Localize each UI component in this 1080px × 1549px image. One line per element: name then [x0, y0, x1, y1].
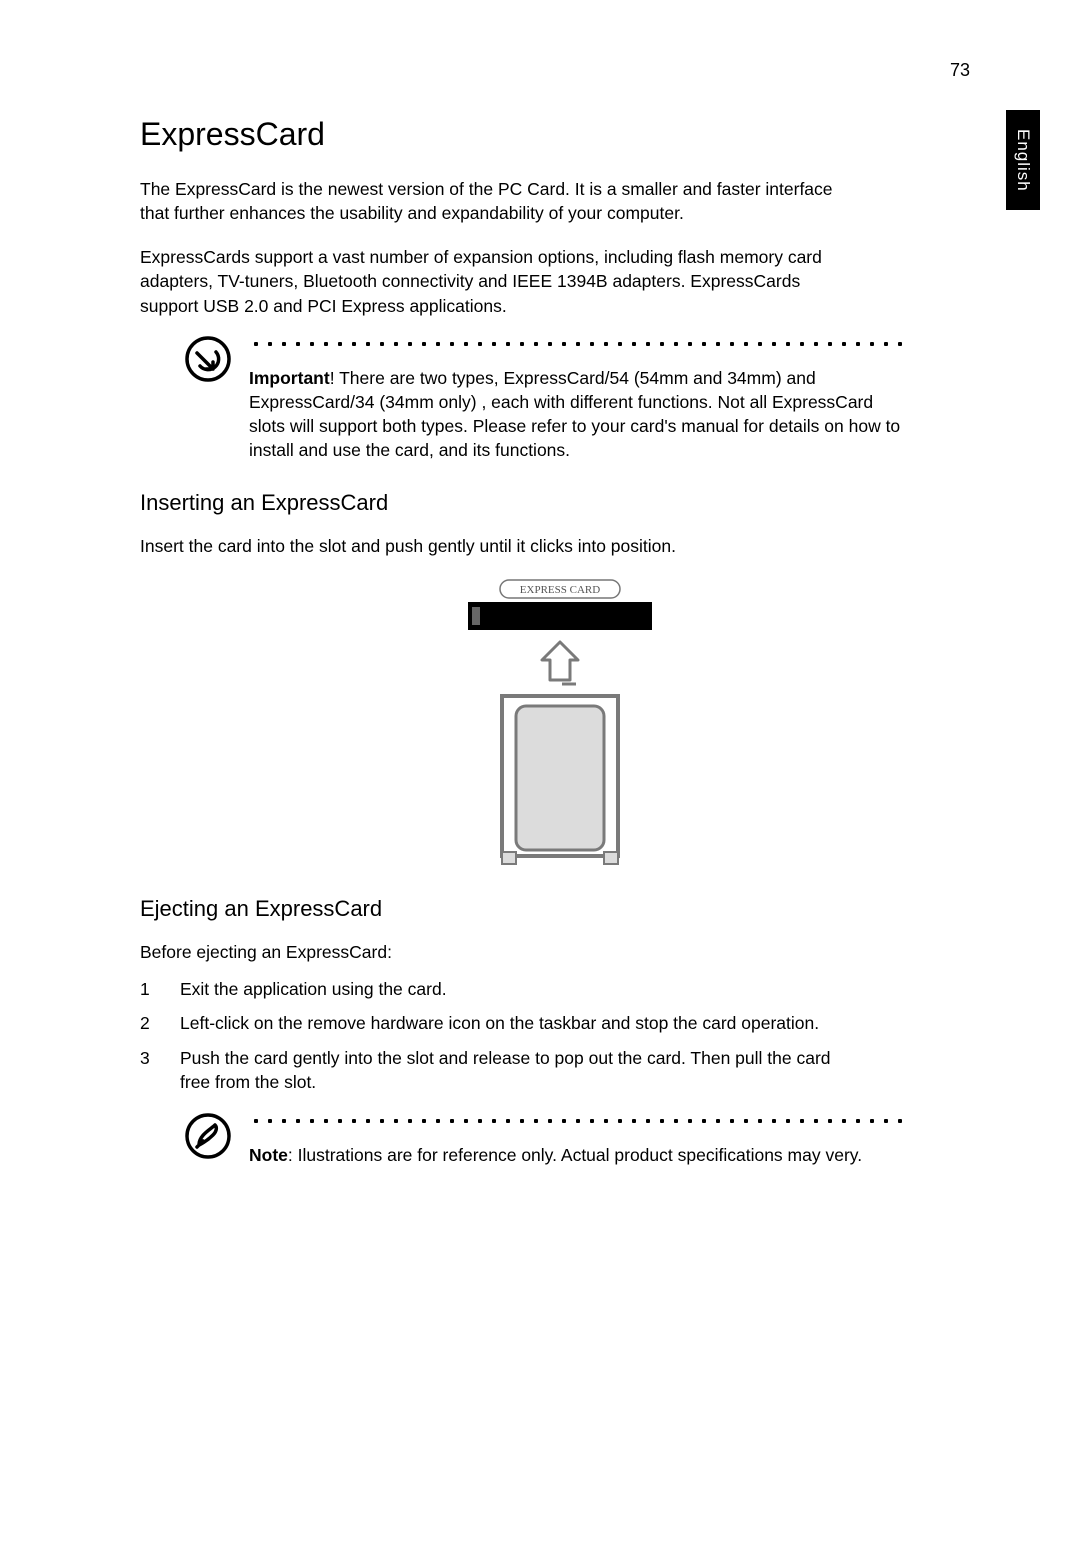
- list-item: 2 Left-click on the remove hardware icon…: [140, 1011, 860, 1036]
- step-text: Push the card gently into the slot and r…: [180, 1046, 860, 1095]
- important-callout: Important! There are two types, ExpressC…: [185, 340, 905, 463]
- insert-heading: Inserting an ExpressCard: [140, 490, 980, 516]
- important-icon: [185, 336, 231, 387]
- page-number: 73: [140, 60, 980, 81]
- expresscard-diagram: EXPRESS CARD: [450, 578, 670, 868]
- intro-paragraph-1: The ExpressCard is the newest version of…: [140, 177, 860, 225]
- document-page: 73 English ExpressCard The ExpressCard i…: [0, 0, 1080, 1217]
- important-content: ! There are two types, ExpressCard/54 (5…: [249, 368, 900, 460]
- step-text: Exit the application using the card.: [180, 977, 860, 1002]
- note-callout: Note: Ilustrations are for reference onl…: [185, 1117, 905, 1167]
- note-icon: [185, 1113, 231, 1164]
- dotted-divider: [249, 1117, 905, 1125]
- note-label: Note: [249, 1145, 288, 1165]
- note-content: : Ilustrations are for reference only. A…: [288, 1145, 862, 1165]
- dotted-divider: [249, 340, 905, 348]
- step-number: 2: [140, 1011, 180, 1036]
- intro-paragraph-2: ExpressCards support a vast number of ex…: [140, 245, 860, 317]
- eject-steps: 1 Exit the application using the card. 2…: [140, 977, 860, 1095]
- step-text: Left-click on the remove hardware icon o…: [180, 1011, 860, 1036]
- important-text: Important! There are two types, ExpressC…: [249, 366, 905, 463]
- figure-label: EXPRESS CARD: [520, 584, 600, 596]
- note-text: Note: Ilustrations are for reference onl…: [249, 1143, 905, 1167]
- page-title: ExpressCard: [140, 116, 980, 153]
- language-tab: English: [1006, 110, 1040, 210]
- important-body: Important! There are two types, ExpressC…: [249, 340, 905, 463]
- important-label: Important: [249, 368, 330, 388]
- list-item: 1 Exit the application using the card.: [140, 977, 860, 1002]
- eject-intro: Before ejecting an ExpressCard:: [140, 940, 860, 964]
- insert-text: Insert the card into the slot and push g…: [140, 534, 860, 558]
- insert-figure: EXPRESS CARD: [140, 578, 980, 868]
- step-number: 3: [140, 1046, 180, 1095]
- eject-heading: Ejecting an ExpressCard: [140, 896, 980, 922]
- list-item: 3 Push the card gently into the slot and…: [140, 1046, 860, 1095]
- step-number: 1: [140, 977, 180, 1002]
- note-body: Note: Ilustrations are for reference onl…: [249, 1117, 905, 1167]
